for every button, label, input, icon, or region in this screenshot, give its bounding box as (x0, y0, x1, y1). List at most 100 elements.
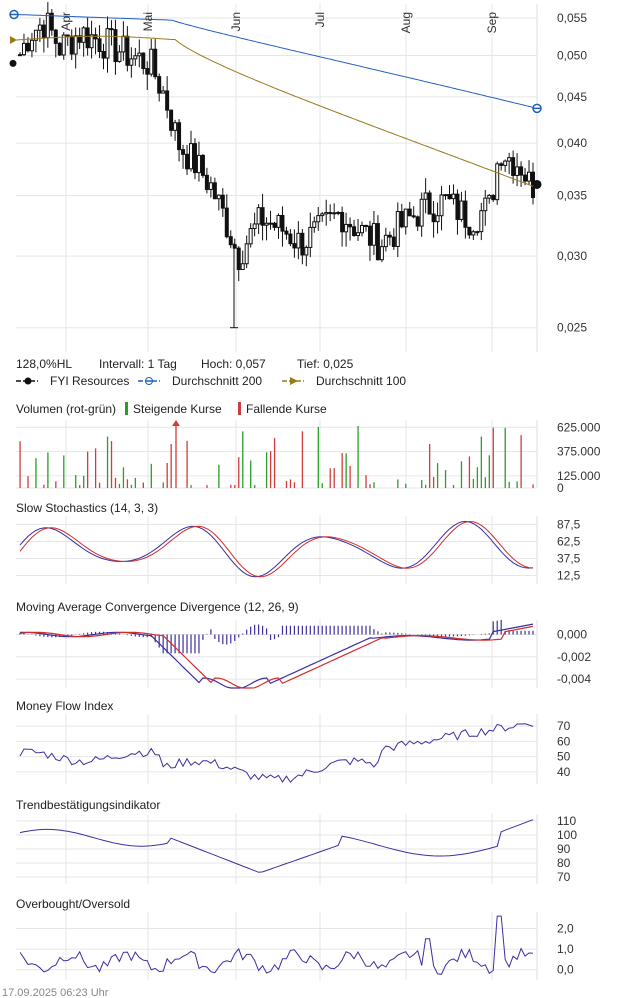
volume-bar-down (492, 427, 494, 488)
price-candle-body (224, 207, 229, 238)
price-candle-body (340, 211, 345, 233)
price-candle-body (21, 42, 26, 56)
volume-bar-down (206, 485, 208, 488)
legend-sma200-label: Durchschnitt 200 (172, 374, 262, 388)
price-candle-body (379, 246, 384, 261)
price-candle-body (499, 163, 504, 166)
price-candle-body (85, 27, 90, 49)
volume-bar-up (47, 452, 49, 488)
volume-bar-up (516, 481, 518, 488)
price-candle-body (280, 214, 285, 232)
price-tick-label: 0,035 (557, 189, 587, 203)
price-candle-body (220, 194, 225, 209)
price-candle-body (527, 171, 532, 182)
volume-bar-down (349, 465, 351, 488)
volume-bar-up (250, 460, 252, 488)
volume-bar-up (508, 481, 510, 488)
price-candle-body (200, 154, 205, 176)
volume-tick-label: 0 (557, 481, 564, 495)
volume-bar-down (27, 476, 29, 488)
price-candle-body (487, 194, 492, 199)
obos-panel: 2,0 1,0 0,0 (16, 912, 574, 980)
price-candle-body (196, 154, 201, 174)
mfi-tick-label: 50 (557, 750, 571, 764)
trend-tick-label: 100 (557, 828, 577, 842)
volume-bar-up (488, 455, 490, 488)
volume-bar-down (98, 482, 101, 488)
volume-bar-up (150, 463, 152, 488)
price-candle-body (316, 215, 321, 223)
price-candle-body (360, 224, 364, 234)
price-candle-body (503, 160, 508, 166)
macd-panel: 0,000 -0,002 -0,004 (16, 619, 591, 689)
price-candle-body (256, 207, 261, 225)
timestamp: 17.09.2025 06:23 Uhr (2, 987, 109, 998)
price-candle-body (308, 226, 313, 248)
volume-bar-up (321, 483, 323, 488)
price-candle-body (41, 24, 46, 39)
volume-bar-up (75, 475, 77, 488)
price-candle-body (212, 182, 217, 200)
price-candle-body (463, 200, 468, 228)
price-candle-body (348, 223, 353, 228)
volume-bar-up (218, 464, 220, 488)
mfi-tick-label: 40 (557, 765, 571, 779)
volume-bar-down (87, 451, 89, 488)
month-labels: Apr Mai Jun Jul Aug Sep (59, 12, 499, 34)
volume-bar-down (110, 441, 113, 488)
price-candle-body (105, 28, 110, 59)
volume-clip-arrow (172, 420, 180, 426)
stoch-k-line (19, 520, 534, 578)
price-candle-body (356, 232, 361, 237)
price-candles (18, 2, 535, 329)
price-candle-body (483, 197, 488, 212)
volume-bar-up (265, 452, 268, 488)
price-candle-body (491, 194, 496, 201)
legend-sma100: Durchschnitt 100 (282, 374, 406, 388)
info-interval: Intervall: 1 Tag (99, 357, 177, 371)
price-candle-body (53, 29, 58, 44)
price-tick-label: 0,025 (557, 321, 587, 335)
volume-bar-down (341, 453, 343, 488)
price-candle-body (264, 222, 269, 226)
price-candle-body (236, 247, 241, 271)
price-candle-body (69, 35, 74, 55)
volume-bar-up (118, 483, 121, 488)
volume-bar-down (94, 448, 97, 488)
price-candle-body (109, 28, 114, 31)
price-candle-body (73, 35, 78, 55)
volume-bar-down (333, 468, 335, 488)
price-candle-body (519, 166, 524, 176)
volume-bar-down (273, 438, 276, 488)
volume-bar-up (83, 475, 85, 488)
price-candle-body (157, 76, 162, 94)
price-candle-body (45, 12, 50, 39)
price-candle-body (37, 24, 42, 31)
price-candle-body (153, 48, 158, 78)
price-tick-label: 0,030 (557, 249, 587, 263)
mfi-tick-label: 60 (557, 734, 571, 748)
volume-tick-label: 125.000 (557, 469, 601, 483)
mfi-title: Money Flow Index (16, 699, 113, 713)
price-tick-label: 0,040 (557, 136, 587, 150)
macd-signal-line (19, 625, 534, 689)
price-candle-body (185, 153, 190, 170)
volume-bar-down (19, 441, 21, 488)
volume-bar-up (480, 436, 483, 488)
price-tick-label: 0,055 (557, 11, 587, 25)
price-candle-body (383, 234, 388, 248)
volume-bar-down (329, 468, 331, 488)
price-candle-body (320, 213, 325, 217)
stoch-tick-label: 37,5 (557, 552, 581, 566)
price-candle-body (101, 50, 106, 59)
volume-bar-down (289, 479, 292, 488)
info-high: Hoch: 0,057 (201, 357, 266, 371)
price-tick-label: 0,045 (557, 90, 587, 104)
price-candle-body (177, 122, 182, 151)
price-candle-body (29, 39, 34, 52)
price-candle-body (57, 42, 62, 56)
